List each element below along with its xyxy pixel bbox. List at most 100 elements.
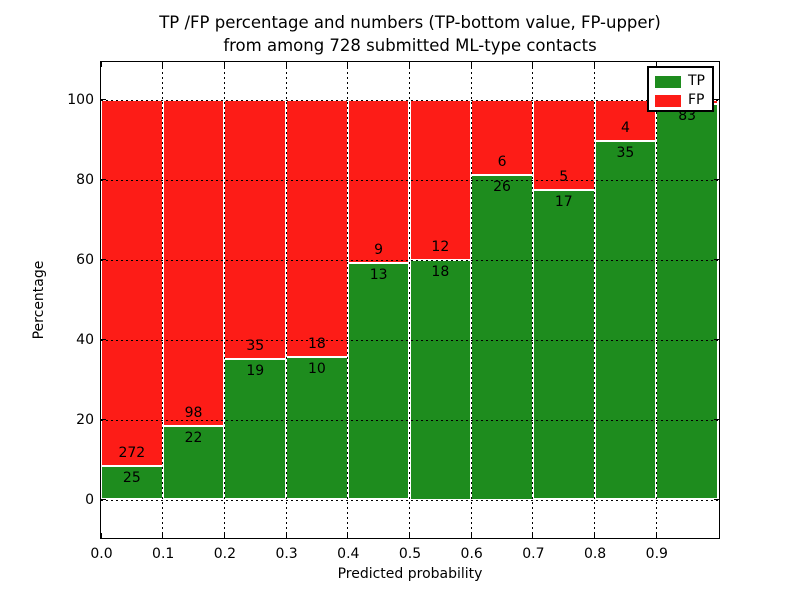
gridline-vertical (223, 62, 225, 538)
bar-count-label-fp: 12 (431, 238, 450, 255)
bar-count-label-tp: 18 (431, 263, 450, 280)
x-tick-mark (223, 533, 225, 538)
plot-area: 272 25 98 22 35 19 18 10 9 13 12 18 6 26 5 17 4 35 83 (100, 61, 720, 539)
x-tick-mark (655, 533, 657, 538)
x-tick-mark-top (594, 62, 596, 67)
y-tick-mark-right (714, 418, 719, 421)
x-tick-label: 0.6 (460, 546, 483, 562)
x-axis-label: Predicted probability (337, 566, 483, 582)
y-tick-mark (101, 498, 106, 501)
bar-segment-fp (471, 99, 533, 175)
x-tick-label: 0.8 (583, 546, 607, 562)
x-tick-mark-top (655, 62, 657, 67)
y-tick-mark (101, 338, 106, 341)
y-tick-mark-right (714, 498, 719, 501)
bar-count-label-fp: 98 (184, 405, 203, 422)
bar-count-label-fp: 18 (308, 335, 326, 352)
bar-segment-fp (224, 99, 287, 359)
y-tick-mark-right (714, 98, 719, 101)
gridline-horizontal (101, 99, 719, 101)
x-tick-label: 0.0 (90, 546, 113, 562)
gridline-horizontal (101, 179, 719, 181)
x-tick-mark-top (347, 62, 349, 67)
x-tick-mark-top (408, 62, 411, 67)
y-tick-mark (101, 98, 106, 101)
bar-count-label-fp: 5 (559, 169, 569, 186)
bar-segment-fp (347, 99, 410, 264)
bar-count-label-fp: 35 (246, 337, 265, 354)
bar-count-label-tp: 35 (616, 144, 635, 161)
legend-swatch-fp (655, 94, 681, 107)
y-tick-label: 40 (76, 332, 94, 348)
y-tick-mark-right (714, 178, 719, 181)
bar-count-label-fp: 272 (118, 444, 146, 461)
y-tick-mark-right (714, 258, 719, 261)
gridline-horizontal (101, 259, 719, 261)
x-tick-mark (532, 533, 534, 538)
x-tick-label: 0.5 (398, 546, 422, 562)
legend: TP FP (647, 66, 714, 112)
legend-item-fp: FP (655, 91, 712, 110)
x-tick-mark-top (532, 62, 534, 67)
x-tick-mark (162, 533, 164, 538)
bar-segment-tp (162, 426, 225, 500)
x-tick-mark (101, 533, 102, 538)
bar-segment-tp (347, 263, 410, 500)
bar-segment-tp (656, 104, 718, 500)
bar-count-label-tp: 26 (493, 178, 511, 195)
x-tick-label: 0.4 (337, 546, 360, 562)
chart-title-line1: TP /FP percentage and numbers (TP-bottom… (159, 13, 661, 32)
bar-count-label-tp: 22 (184, 430, 203, 447)
bar-count-label-tp: 19 (246, 362, 265, 379)
x-tick-mark-top (470, 62, 472, 67)
x-tick-mark (470, 533, 472, 538)
x-tick-label: 0.9 (645, 546, 668, 562)
x-tick-mark (408, 533, 411, 538)
x-tick-mark (347, 533, 349, 538)
bar-segment-tp (101, 465, 163, 500)
gridline-horizontal (101, 419, 719, 421)
chart-title: TP /FP percentage and numbers (TP-bottom… (100, 11, 720, 57)
bar-count-label-fp: 6 (497, 153, 507, 170)
chart-title-line2: from among 728 submitted ML-type contact… (223, 36, 597, 55)
x-tick-label: 0.3 (275, 546, 298, 562)
gridline-horizontal (101, 499, 719, 501)
x-tick-mark-top (101, 62, 102, 67)
bar-segment-tp (532, 190, 595, 500)
legend-item-tp: TP (655, 72, 712, 91)
x-tick-mark (594, 533, 596, 538)
legend-label-fp: FP (688, 92, 705, 108)
plot-canvas: 272 25 98 22 35 19 18 10 9 13 12 18 6 26 5 17 4 35 83 (101, 62, 719, 538)
y-tick-label: 20 (76, 412, 94, 428)
bar-count-label-tp: 17 (554, 194, 573, 211)
x-tick-label: 0.1 (152, 546, 175, 562)
y-tick-label: 100 (67, 92, 94, 108)
bar-segment-tp (594, 140, 657, 500)
y-tick-mark (101, 418, 106, 421)
gridline-vertical (347, 62, 349, 538)
gridline-vertical (409, 62, 410, 538)
bar-count-label-tp: 13 (369, 267, 388, 284)
x-tick-mark-top (162, 62, 164, 67)
bar-count-label-tp: 10 (308, 360, 326, 377)
y-tick-mark (101, 178, 106, 181)
bar-segment-tp (409, 259, 472, 500)
legend-label-tp: TP (688, 73, 705, 89)
bar-segment-fp (286, 99, 348, 357)
bar-segment-tp (286, 356, 348, 500)
legend-swatch-tp (655, 75, 681, 88)
gridline-vertical (285, 62, 287, 538)
bar-segment-fp (162, 99, 225, 427)
bar-count-label-fp: 9 (374, 242, 384, 259)
bar-segment-fp (101, 99, 163, 466)
gridline-vertical (532, 62, 534, 538)
gridline-vertical (655, 62, 657, 538)
bar-count-label-fp: 4 (620, 119, 630, 136)
bar-segment-tp (224, 358, 287, 500)
bar-segment-tp (471, 174, 533, 500)
x-tick-mark-top (223, 62, 225, 67)
gridline-vertical (594, 62, 596, 538)
x-tick-mark (285, 533, 287, 538)
gridline-vertical (162, 62, 164, 538)
